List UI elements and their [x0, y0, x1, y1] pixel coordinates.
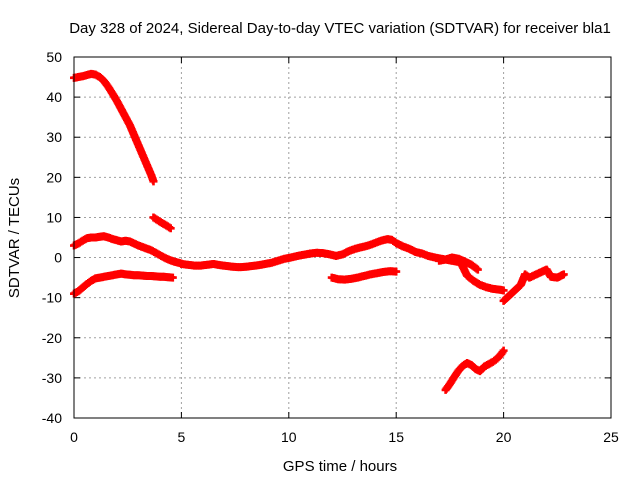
- data-point: [473, 265, 482, 274]
- series-arc-high: [70, 69, 158, 186]
- series-arc-lower: [70, 269, 177, 298]
- data-point: [166, 224, 175, 233]
- y-tick-label: -20: [42, 330, 62, 346]
- y-tick-label: 20: [46, 169, 62, 185]
- y-tick-label: -10: [42, 290, 62, 306]
- grid: [74, 57, 611, 418]
- series-arc-12-15: [327, 267, 401, 284]
- series-arc-central: [177, 235, 508, 295]
- y-tick-label: 30: [46, 129, 62, 145]
- data-point: [559, 270, 568, 279]
- series-arc-right-tail: [435, 253, 482, 274]
- series-arc-deep: [441, 346, 508, 394]
- chart-title: Day 328 of 2024, Sidereal Day-to-day VTE…: [69, 20, 611, 37]
- y-tick-label: 50: [46, 49, 62, 65]
- x-tick-label: 25: [603, 429, 619, 445]
- series-arc-upper-short: [149, 213, 175, 233]
- y-tick-label: 10: [46, 209, 62, 225]
- series-arc-late: [499, 265, 568, 305]
- series-arc-upper-mid: [70, 232, 186, 268]
- x-tick-label: 0: [70, 429, 78, 445]
- y-tick-label: 0: [54, 250, 62, 266]
- data-point: [168, 273, 177, 282]
- y-tick-label: -30: [42, 370, 62, 386]
- data-point: [392, 267, 401, 276]
- x-axis-label: GPS time / hours: [283, 458, 397, 475]
- y-tick-label: 40: [46, 89, 62, 105]
- x-tick-label: 15: [388, 429, 404, 445]
- axis-ticks: 0 5 10 15 20 25 -40 -30 -20 -10 0 10 20 30 40 50: [42, 49, 619, 445]
- data-point: [499, 346, 508, 355]
- y-axis-label: SDTVAR / TECUs: [6, 178, 23, 298]
- x-tick-label: 5: [178, 429, 186, 445]
- x-tick-label: 10: [281, 429, 297, 445]
- x-tick-label: 20: [496, 429, 512, 445]
- plot-frame: [73, 56, 612, 419]
- data-marks: [70, 69, 568, 394]
- data-point: [149, 177, 158, 186]
- y-tick-label: -40: [42, 410, 62, 426]
- data-point: [499, 286, 508, 295]
